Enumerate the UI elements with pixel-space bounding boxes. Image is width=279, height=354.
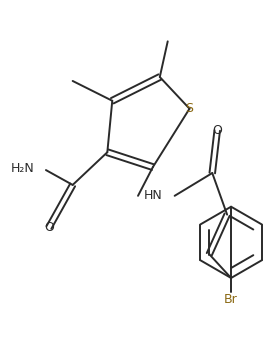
Text: H₂N: H₂N [10,161,34,175]
Text: S: S [186,102,194,115]
Text: O: O [44,221,54,234]
Text: HN: HN [143,189,162,202]
Text: O: O [212,124,222,137]
Text: Br: Br [224,293,238,306]
